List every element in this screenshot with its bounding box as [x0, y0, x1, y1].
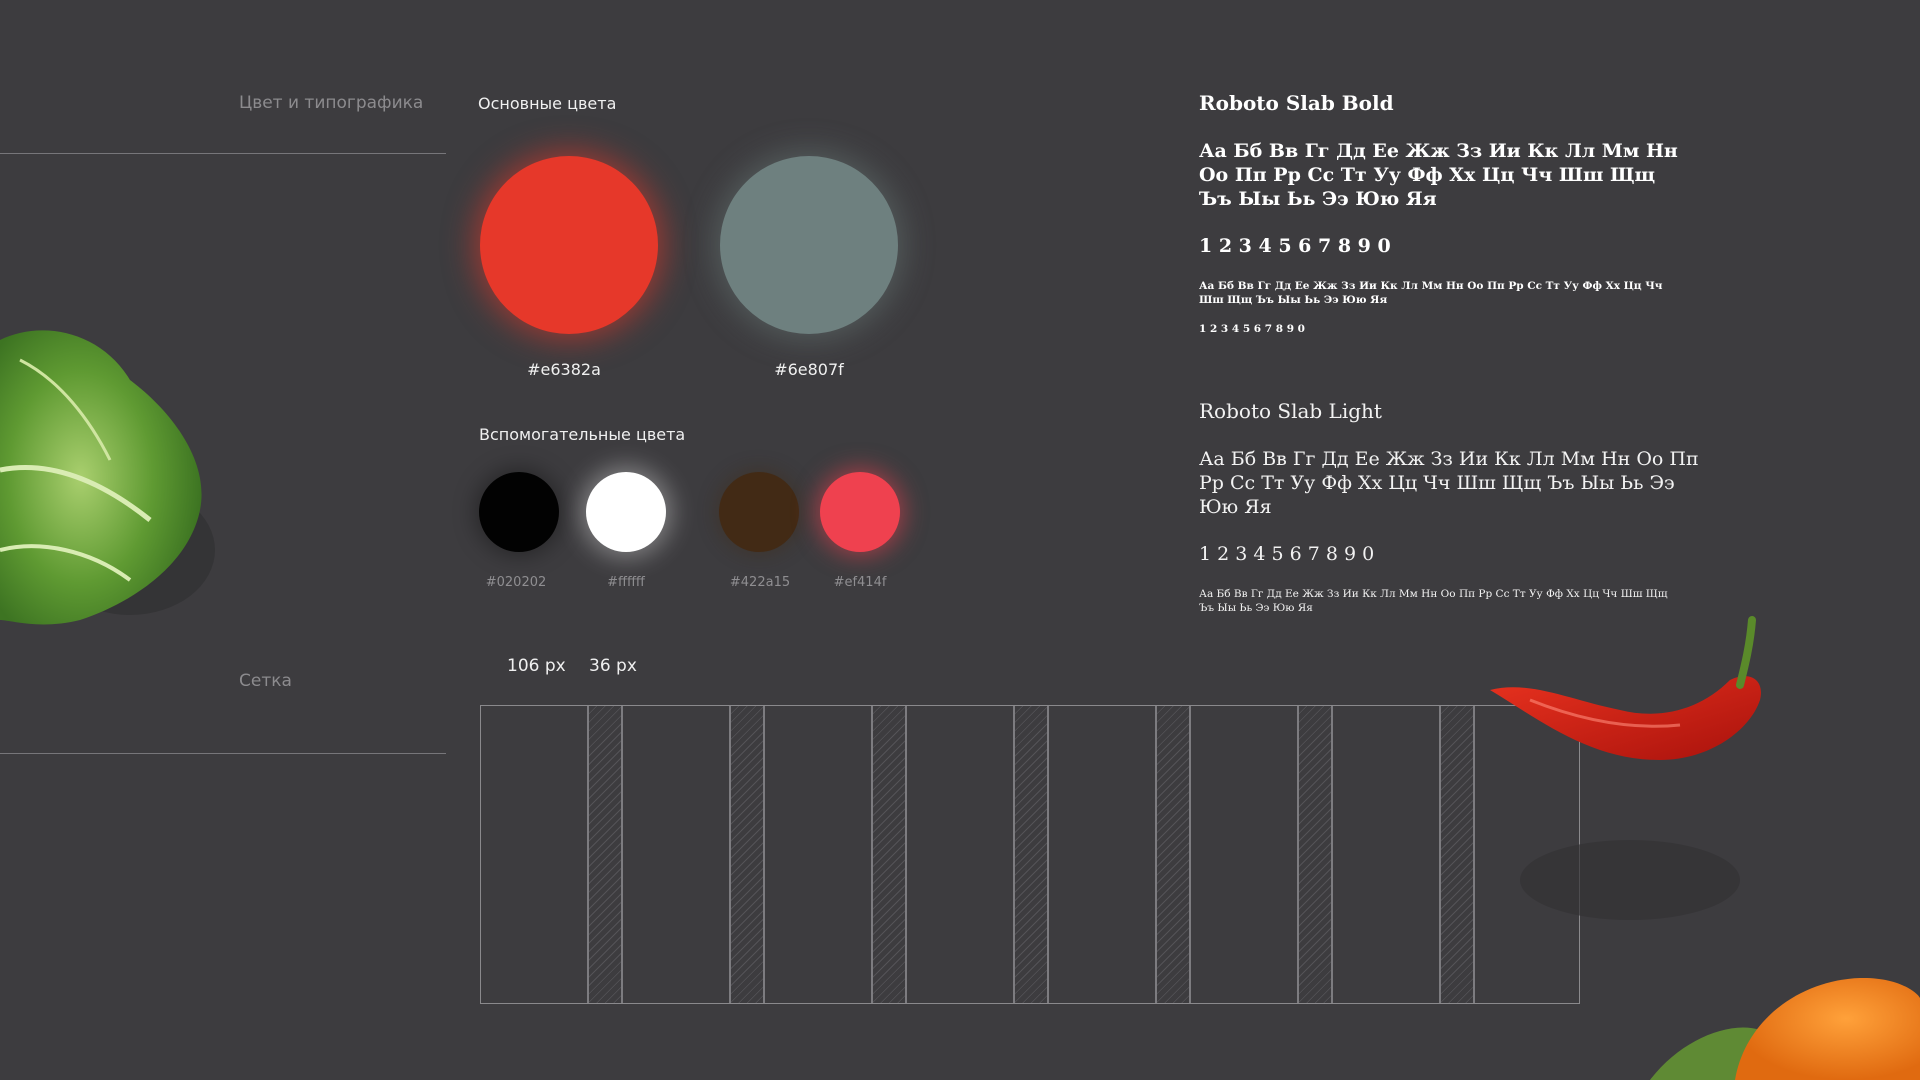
grid-column — [1333, 706, 1439, 1003]
layout-grid — [480, 705, 1580, 1004]
primary-colors-title: Основные цвета — [478, 94, 617, 113]
color-swatch-pink-red — [820, 472, 900, 552]
grid-gutter — [1297, 706, 1333, 1003]
chili-pepper-image — [1490, 616, 1761, 920]
alphabet-sample-bold-small: Аа Бб Вв Гг Дд Ее Жж Зз Ии Кк Лл Мм Нн О… — [1199, 280, 1663, 306]
digits-sample-bold-large: 1 2 3 4 5 6 7 8 9 0 — [1199, 235, 1391, 257]
lettuce-image — [0, 330, 215, 625]
hex-label: #020202 — [485, 575, 547, 590]
divider — [0, 153, 446, 154]
grid-column — [1191, 706, 1297, 1003]
alphabet-sample-light-small: Аа Бб Вв Гг Дд Ее Жж Зз Ии Кк Лл Мм Нн О… — [1199, 588, 1668, 614]
divider — [0, 753, 446, 754]
orange-image — [1650, 977, 1920, 1080]
hex-label: #6e807f — [774, 360, 844, 379]
color-swatch-primary-red — [480, 156, 658, 334]
grid-column — [765, 706, 871, 1003]
grid-gutter — [1439, 706, 1475, 1003]
grid-gutter — [1155, 706, 1191, 1003]
grid-column — [1049, 706, 1155, 1003]
grid-column — [481, 706, 587, 1003]
color-swatch-black — [479, 472, 559, 552]
color-swatch-primary-gray — [720, 156, 898, 334]
color-swatch-brown — [719, 472, 799, 552]
hex-label: #ef414f — [833, 575, 887, 590]
hex-label: #ffffff — [607, 575, 645, 590]
section-label-color-typography: Цвет и типографика — [239, 93, 424, 113]
hex-label: #e6382a — [527, 360, 601, 379]
grid-gutter — [729, 706, 765, 1003]
grid-gutter — [1013, 706, 1049, 1003]
color-swatch-white — [586, 472, 666, 552]
grid-gutter — [871, 706, 907, 1003]
digits-sample-bold-small: 1 2 3 4 5 6 7 8 9 0 — [1199, 323, 1305, 335]
font-title-light: Roboto Slab Light — [1199, 399, 1382, 423]
grid-gutter — [587, 706, 623, 1003]
secondary-colors-title: Вспомогательные цвета — [479, 425, 686, 444]
alphabet-sample-bold-large: Аа Бб Вв Гг Дд Ее Жж Зз Ии Кк Лл Мм Нн О… — [1199, 140, 1678, 210]
digits-sample-light-large: 1 2 3 4 5 6 7 8 9 0 — [1199, 543, 1375, 565]
section-label-grid: Сетка — [239, 671, 292, 691]
hex-label: #422a15 — [729, 575, 791, 590]
column-width-label: 106 px — [507, 656, 566, 676]
grid-column — [623, 706, 729, 1003]
grid-column — [907, 706, 1013, 1003]
gutter-width-label: 36 px — [589, 656, 637, 676]
alphabet-sample-light-large: Аа Бб Вв Гг Дд Ее Жж Зз Ии Кк Лл Мм Нн О… — [1199, 448, 1699, 518]
font-title-bold: Roboto Slab Bold — [1199, 91, 1394, 115]
